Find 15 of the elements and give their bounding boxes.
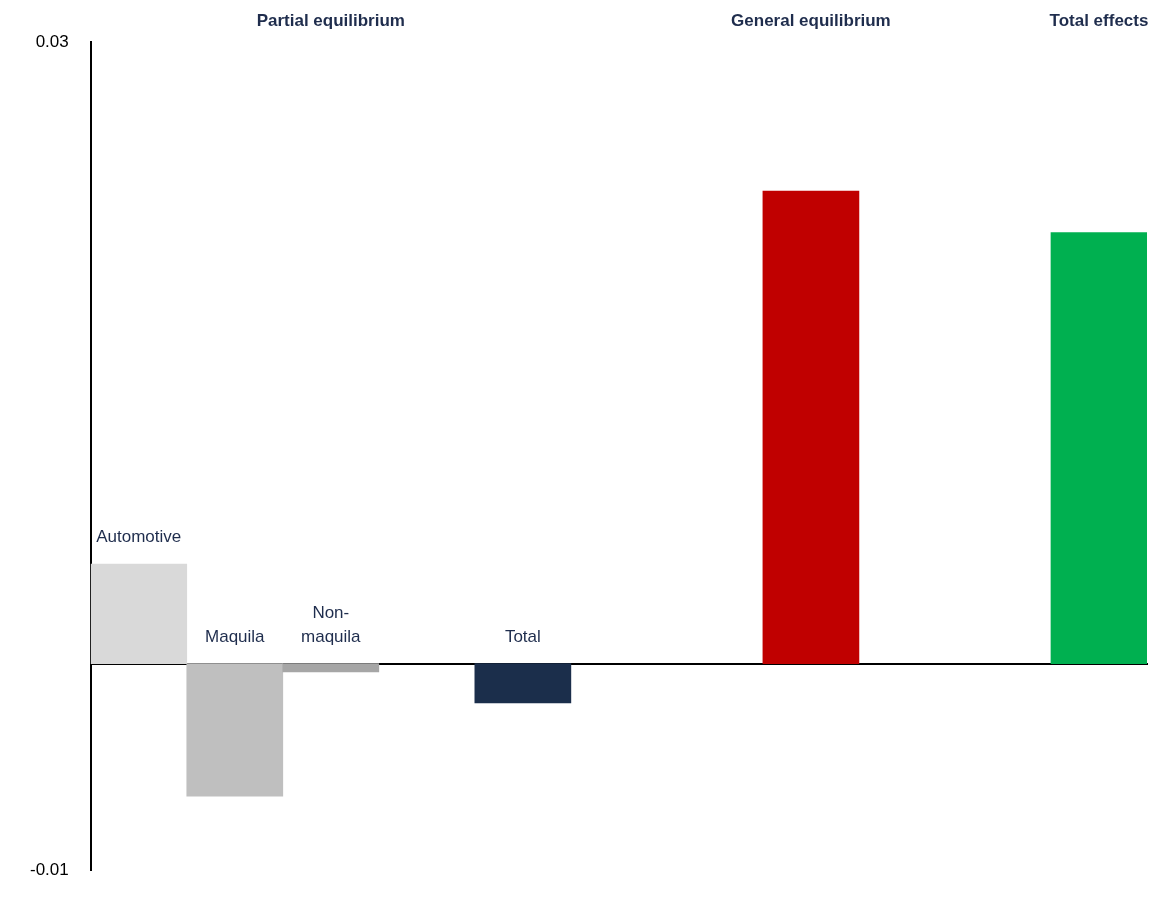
text: Total effects — [1049, 11, 1149, 30]
x-tick-label: Automotive — [96, 527, 182, 547]
text: General equilibrium — [731, 11, 891, 30]
bar — [282, 663, 380, 673]
x-tick-label: Non-maquila — [301, 602, 362, 646]
bar — [762, 190, 860, 664]
y-tick-label: 0.03 — [35, 31, 69, 51]
bar — [90, 563, 188, 664]
bar — [474, 663, 572, 704]
bar — [186, 663, 284, 797]
bar — [1050, 232, 1147, 664]
x-tick-label: Maquila — [205, 626, 266, 646]
x-tick-label: Total — [504, 626, 541, 646]
y-tick-label: -0.01 — [30, 860, 69, 880]
text: Partial equilibrium — [256, 11, 405, 30]
